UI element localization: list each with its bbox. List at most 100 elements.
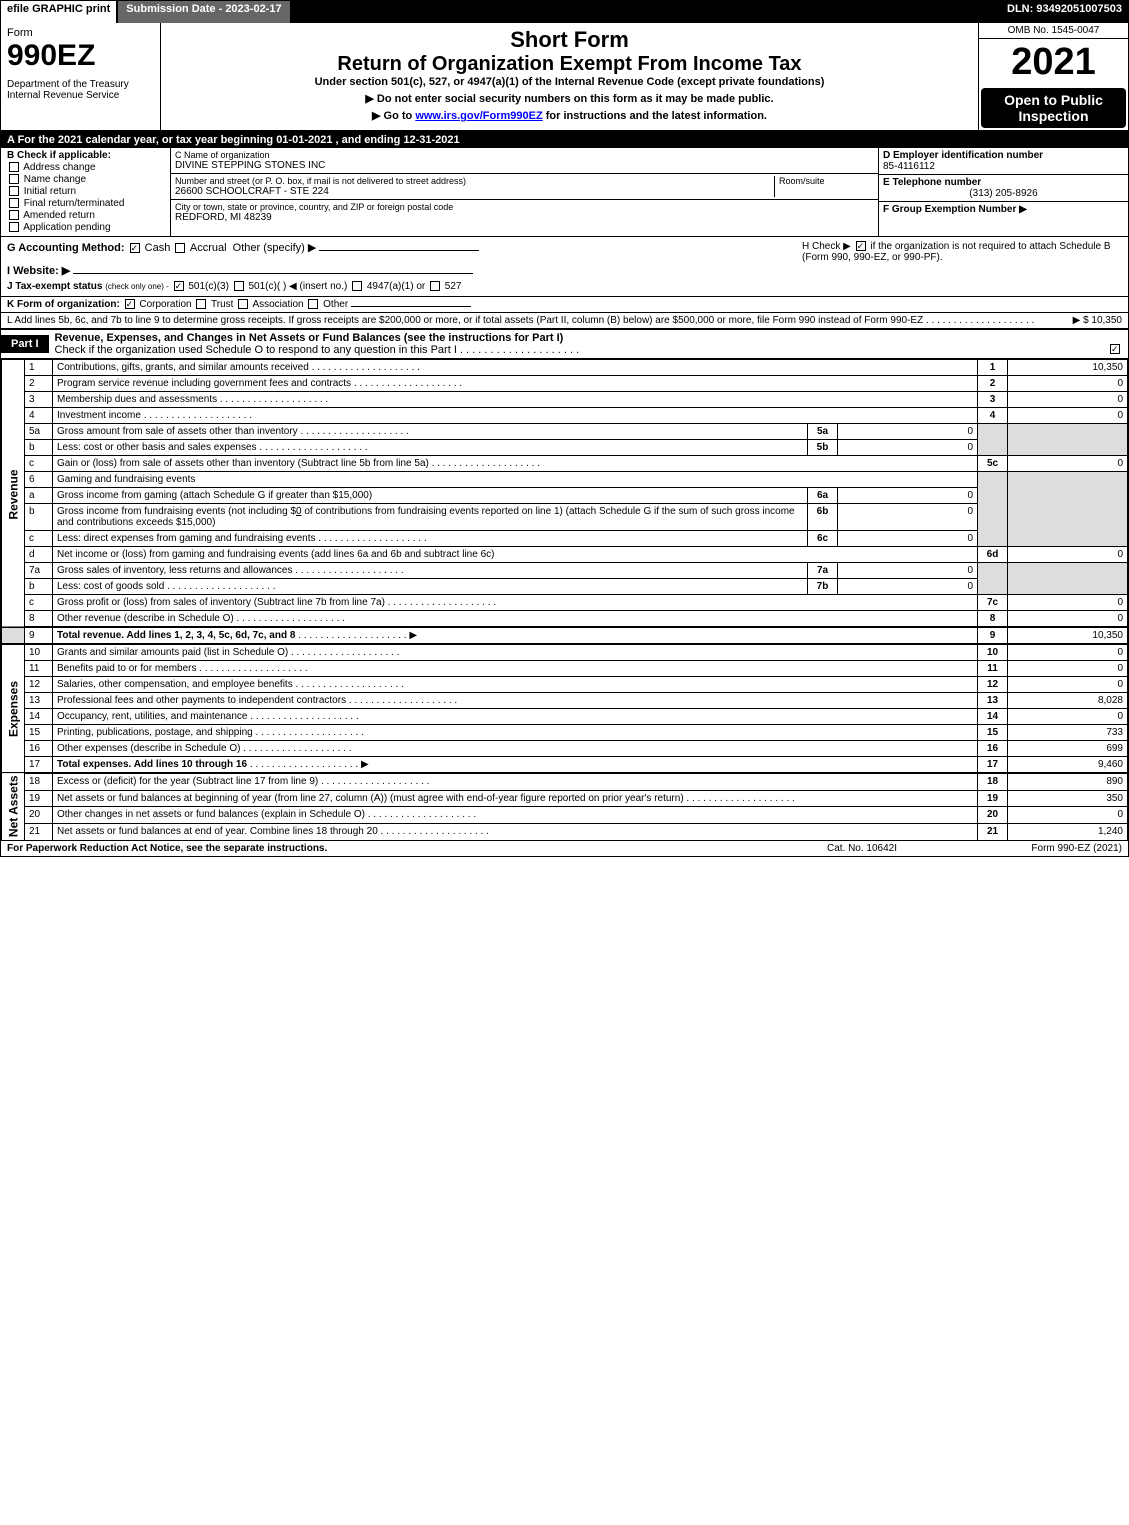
chk-501c[interactable]: [234, 281, 244, 291]
footer-left: For Paperwork Reduction Act Notice, see …: [7, 843, 762, 854]
header-row: Form 990EZ Department of the Treasury In…: [1, 23, 1128, 132]
row-4: 4 Investment income 4 0: [2, 408, 1128, 424]
ln-5c: 5c: [978, 456, 1008, 472]
no-9: 9: [25, 627, 53, 644]
lbl-grp: F Group Exemption Number ▶: [883, 204, 1027, 215]
no-5c: c: [25, 456, 53, 472]
row-6c: c Less: direct expenses from gaming and …: [2, 531, 1128, 547]
part1-table: Revenue 1 Contributions, gifts, grants, …: [1, 359, 1128, 841]
note-ssn: ▶ Do not enter social security numbers o…: [167, 92, 972, 105]
desc-13: Professional fees and other payments to …: [57, 695, 346, 706]
h-label: H Check ▶: [802, 241, 851, 252]
midval-7a: 0: [838, 563, 978, 579]
mid-6c: 6c: [808, 531, 838, 547]
ln-10: 10: [978, 644, 1008, 661]
chk-corp[interactable]: [125, 299, 135, 309]
no-14: 14: [25, 709, 53, 725]
desc-21: Net assets or fund balances at end of ye…: [57, 826, 378, 837]
header-middle: Short Form Return of Organization Exempt…: [161, 23, 978, 130]
desc-5c: Gain or (loss) from sale of assets other…: [57, 458, 429, 469]
desc-9: Total revenue. Add lines 1, 2, 3, 4, 5c,…: [57, 630, 295, 641]
irs-link[interactable]: www.irs.gov/Form990EZ: [415, 110, 542, 122]
chk-schedule-o[interactable]: [1110, 344, 1120, 354]
row-19: 19 Net assets or fund balances at beginn…: [2, 790, 1128, 807]
mid-7a: 7a: [808, 563, 838, 579]
greyamt-6: [1008, 472, 1128, 547]
j-label: J Tax-exempt status: [7, 281, 102, 292]
title-short-form: Short Form: [167, 27, 972, 53]
ln-11: 11: [978, 661, 1008, 677]
no-5a: 5a: [25, 424, 53, 440]
grey-5: [978, 424, 1008, 456]
chk-h[interactable]: [856, 241, 866, 251]
website-field[interactable]: [73, 273, 473, 274]
no-6b: b: [25, 504, 53, 531]
side-expenses: Expenses: [2, 644, 25, 773]
chk-name-change[interactable]: Name change: [7, 174, 164, 185]
ln-18: 18: [978, 773, 1008, 790]
no-19: 19: [25, 790, 53, 807]
ln-15: 15: [978, 725, 1008, 741]
section-k: K Form of organization: Corporation Trus…: [1, 297, 1128, 313]
footer-mid: Cat. No. 10642I: [762, 843, 962, 854]
dept-treasury: Department of the Treasury: [7, 79, 154, 90]
amt-1: 10,350: [1008, 360, 1128, 376]
amt-3: 0: [1008, 392, 1128, 408]
chk-address-change[interactable]: Address change: [7, 162, 164, 173]
chk-trust[interactable]: [196, 299, 206, 309]
amt-12: 0: [1008, 677, 1128, 693]
org-name-block: C Name of organization DIVINE STEPPING S…: [171, 148, 878, 174]
row-6: 6 Gaming and fundraising events: [2, 472, 1128, 488]
mid-7b: 7b: [808, 579, 838, 595]
lbl-assoc: Association: [252, 299, 303, 310]
lbl-501c: 501(c)( ) ◀ (insert no.): [248, 281, 347, 292]
side-revenue: Revenue: [2, 360, 25, 628]
row-18: Net Assets 18 Excess or (deficit) for th…: [2, 773, 1128, 790]
chk-final-return[interactable]: Final return/terminated: [7, 198, 164, 209]
midval-5a: 0: [838, 424, 978, 440]
row-13: 13 Professional fees and other payments …: [2, 693, 1128, 709]
chk-501c3[interactable]: [174, 281, 184, 291]
chk-527[interactable]: [430, 281, 440, 291]
arrow-icon: ▶: [409, 630, 417, 641]
tel: (313) 205-8926: [883, 188, 1124, 199]
lbl-accrual: Accrual: [190, 242, 227, 254]
other-org-field[interactable]: [351, 306, 471, 307]
row-9: 9 Total revenue. Add lines 1, 2, 3, 4, 5…: [2, 627, 1128, 644]
row-3: 3 Membership dues and assessments 3 0: [2, 392, 1128, 408]
greyamt-7: [1008, 563, 1128, 595]
addr-block: Number and street (or P. O. box, if mail…: [171, 174, 878, 200]
note-goto: ▶ Go to www.irs.gov/Form990EZ for instru…: [167, 109, 972, 122]
chk-accrual[interactable]: [175, 243, 185, 253]
chk-initial-return[interactable]: Initial return: [7, 186, 164, 197]
amt-21: 1,240: [1008, 823, 1128, 840]
desc-10: Grants and similar amounts paid (list in…: [57, 647, 288, 658]
chk-other-org[interactable]: [308, 299, 318, 309]
row-6b: b Gross income from fundraising events (…: [2, 504, 1128, 531]
ln-2: 2: [978, 376, 1008, 392]
chk-app-pending[interactable]: Application pending: [7, 222, 164, 233]
desc-11: Benefits paid to or for members: [57, 663, 197, 674]
footer: For Paperwork Reduction Act Notice, see …: [1, 841, 1128, 856]
no-6c: c: [25, 531, 53, 547]
desc-1: Contributions, gifts, grants, and simila…: [57, 362, 309, 373]
desc-19: Net assets or fund balances at beginning…: [57, 793, 684, 804]
desc-6c: Less: direct expenses from gaming and fu…: [57, 533, 315, 544]
dots-l: [926, 315, 1034, 326]
row-17: 17 Total expenses. Add lines 10 through …: [2, 757, 1128, 774]
other-specify-field[interactable]: [319, 250, 479, 251]
chk-cash[interactable]: [130, 243, 140, 253]
amt-14: 0: [1008, 709, 1128, 725]
amt-13: 8,028: [1008, 693, 1128, 709]
no-6d: d: [25, 547, 53, 563]
ln-17: 17: [978, 757, 1008, 774]
chk-assoc[interactable]: [238, 299, 248, 309]
title-return: Return of Organization Exempt From Incom…: [167, 53, 972, 76]
desc-5a: Gross amount from sale of assets other t…: [57, 426, 298, 437]
lbl-tel: E Telephone number: [883, 177, 981, 188]
ln-12: 12: [978, 677, 1008, 693]
efile-label: efile GRAPHIC print: [1, 1, 116, 23]
no-7b: b: [25, 579, 53, 595]
chk-amended[interactable]: Amended return: [7, 210, 164, 221]
chk-4947[interactable]: [352, 281, 362, 291]
